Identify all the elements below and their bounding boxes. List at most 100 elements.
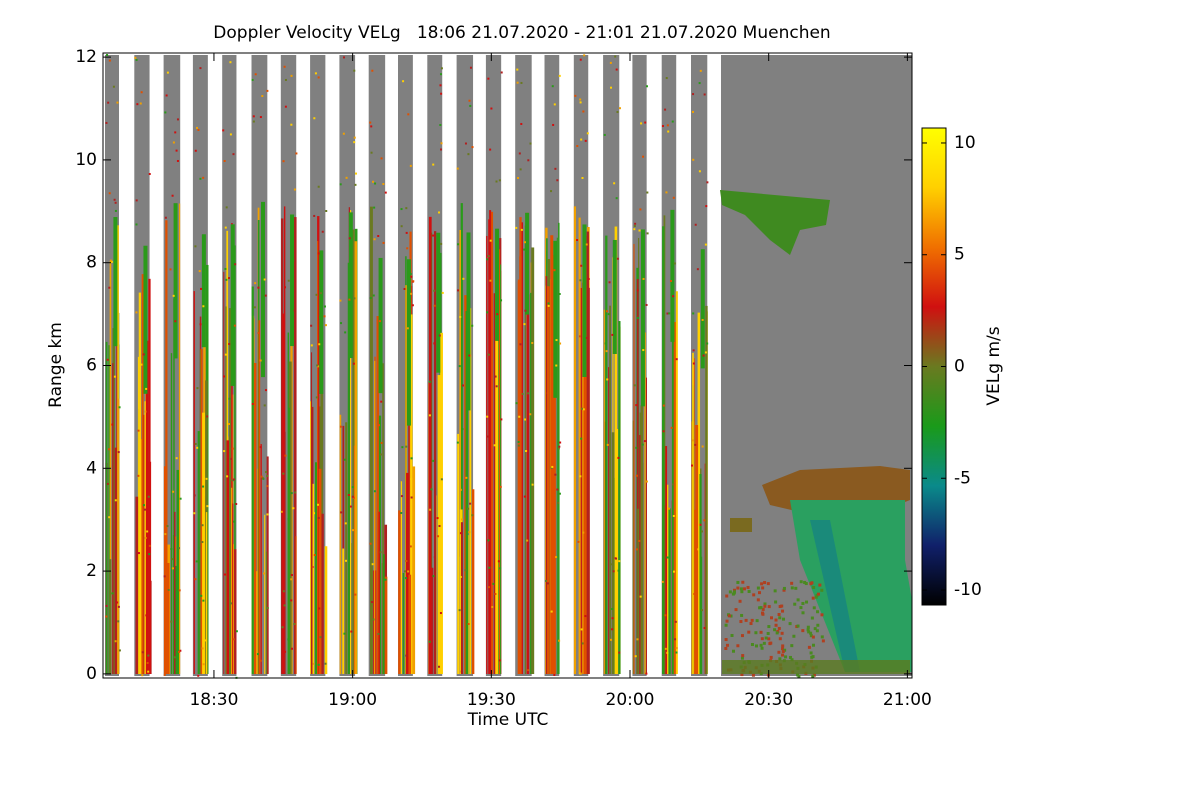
- echo: [369, 206, 373, 674]
- speckle: [614, 55, 617, 58]
- speckle: [559, 441, 562, 444]
- speckle: [781, 647, 785, 651]
- echo: [405, 285, 407, 674]
- speckle: [324, 324, 327, 327]
- speckle: [607, 313, 610, 316]
- speckle: [352, 496, 355, 499]
- echo: [400, 481, 403, 674]
- speckle: [778, 616, 782, 620]
- speckle: [766, 582, 770, 586]
- speckle: [820, 635, 824, 639]
- speckle: [761, 586, 765, 590]
- echo: [464, 295, 467, 674]
- speckle: [458, 365, 461, 368]
- speckle: [284, 105, 287, 108]
- speckle: [175, 149, 178, 152]
- speckle: [287, 518, 290, 521]
- echo: [434, 231, 437, 674]
- speckle: [200, 594, 203, 597]
- speckle: [170, 620, 173, 623]
- echo: [495, 228, 500, 341]
- speckle: [257, 332, 260, 335]
- speckle: [400, 225, 403, 228]
- speckle: [635, 446, 638, 449]
- echo: [108, 345, 111, 674]
- speckle: [174, 131, 177, 134]
- speckle: [643, 440, 646, 443]
- speckle: [706, 342, 709, 345]
- speckle: [741, 654, 745, 658]
- speckle: [438, 665, 441, 668]
- speckle: [605, 350, 608, 353]
- speckle: [172, 141, 175, 144]
- speckle: [691, 110, 694, 113]
- speckle: [558, 639, 561, 642]
- speckle: [369, 121, 372, 124]
- speckle: [259, 116, 262, 119]
- echo: [234, 245, 236, 674]
- speckle: [756, 586, 760, 590]
- echo: [578, 217, 581, 674]
- speckle: [736, 644, 740, 648]
- speckle: [315, 293, 318, 296]
- speckle: [223, 450, 226, 453]
- speckle: [531, 483, 534, 486]
- speckle: [579, 335, 582, 338]
- speckle: [166, 71, 169, 74]
- speckle: [777, 650, 781, 654]
- speckle: [467, 623, 470, 626]
- echo: [465, 311, 469, 674]
- speckle: [194, 578, 197, 581]
- speckle: [137, 429, 140, 432]
- speckle: [615, 197, 618, 200]
- speckle: [666, 124, 669, 127]
- speckle: [488, 586, 491, 589]
- speckle: [605, 310, 608, 313]
- speckle: [796, 624, 800, 628]
- speckle: [816, 610, 820, 614]
- speckle: [606, 443, 609, 446]
- speckle: [165, 94, 168, 97]
- echo: [167, 562, 170, 674]
- speckle: [675, 651, 678, 654]
- cloud: [810, 520, 860, 672]
- speckle: [117, 605, 120, 608]
- speckle: [527, 669, 530, 672]
- speckle: [500, 71, 503, 74]
- echo: [637, 508, 640, 674]
- speckle: [317, 663, 320, 666]
- echo: [113, 217, 118, 347]
- speckle: [730, 633, 734, 637]
- speckle: [462, 277, 465, 280]
- speckle: [728, 590, 732, 594]
- speckle: [809, 634, 813, 638]
- speckle: [645, 672, 648, 675]
- echo: [223, 271, 225, 674]
- speckle: [317, 76, 320, 79]
- speckle: [429, 508, 432, 511]
- speckle: [518, 152, 521, 155]
- speckle: [642, 277, 645, 280]
- speckle: [259, 659, 262, 662]
- speckle: [523, 495, 526, 498]
- speckle: [555, 339, 558, 342]
- speckle: [280, 510, 283, 513]
- speckle: [146, 530, 149, 533]
- speckle: [317, 503, 320, 506]
- speckle: [194, 245, 197, 248]
- y-tick-label: 6: [86, 356, 97, 376]
- speckle: [428, 414, 431, 417]
- echo: [348, 212, 353, 359]
- echo: [460, 203, 463, 674]
- speckle: [369, 297, 372, 300]
- echo: [611, 432, 615, 674]
- speckle: [467, 153, 470, 156]
- speckle: [380, 157, 383, 160]
- speckle: [806, 625, 810, 629]
- speckle: [611, 628, 614, 631]
- speckle: [229, 133, 232, 136]
- speckle: [206, 415, 209, 418]
- echo: [398, 510, 401, 674]
- echo: [200, 348, 203, 674]
- speckle: [461, 384, 464, 387]
